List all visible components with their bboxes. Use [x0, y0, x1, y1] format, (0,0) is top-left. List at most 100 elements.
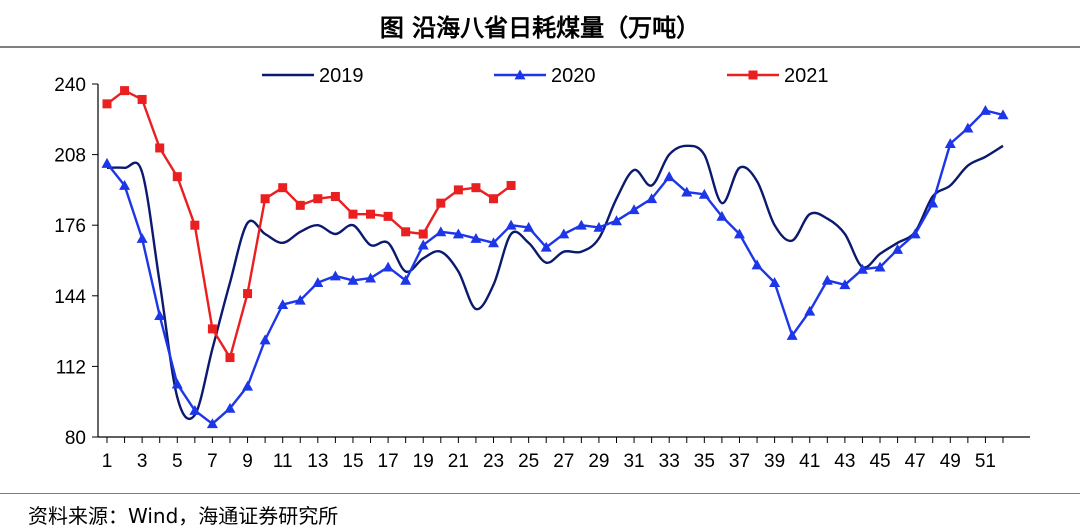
x-tick-label: 9	[242, 451, 253, 472]
data-point-2020	[892, 243, 904, 254]
data-point-2020	[329, 270, 341, 281]
data-point-2021	[348, 209, 358, 219]
x-tick-label: 49	[940, 451, 961, 472]
data-point-2021	[313, 194, 323, 204]
data-point-2020	[171, 378, 183, 389]
chart-title: 图 沿海八省日耗煤量（万吨）	[379, 14, 701, 42]
data-point-2020	[312, 277, 324, 287]
data-point-2021	[506, 180, 516, 190]
data-point-2020	[101, 157, 113, 168]
x-tick-label: 11	[273, 451, 293, 472]
x-tick-label: 23	[483, 451, 504, 472]
data-point-2020	[365, 272, 377, 283]
data-point-2020	[786, 330, 798, 340]
data-point-2020	[119, 179, 131, 190]
data-point-2020	[452, 228, 464, 239]
data-point-2020	[382, 261, 394, 272]
data-point-2020	[751, 259, 763, 270]
data-point-2021	[330, 192, 340, 202]
data-point-2020	[505, 219, 517, 230]
data-point-2020	[646, 193, 658, 204]
data-point-2021	[366, 209, 376, 219]
x-tick-label: 25	[518, 451, 539, 472]
source-bar: 资料来源：Wind，海通证券研究所	[0, 493, 1080, 531]
legend-label-2020: 2020	[551, 65, 596, 87]
x-tick-label: 15	[342, 451, 363, 472]
data-point-2020	[470, 232, 482, 243]
x-tick-label: 37	[729, 451, 750, 472]
data-point-2020	[856, 263, 868, 274]
data-point-2021	[190, 220, 200, 230]
data-point-2020	[136, 232, 148, 243]
data-point-2020	[610, 215, 622, 226]
data-point-2020	[804, 305, 816, 316]
data-point-2021	[278, 183, 288, 193]
y-tick-label: 208	[54, 146, 86, 167]
data-point-2020	[698, 188, 710, 199]
data-point-2020	[417, 239, 429, 250]
legend-label-2019: 2019	[319, 65, 364, 87]
x-tick-label: 19	[413, 451, 434, 472]
data-point-2021	[207, 324, 217, 334]
data-point-2021	[471, 183, 481, 193]
data-point-2021	[453, 185, 463, 195]
data-point-2020	[575, 219, 587, 230]
data-point-2020	[909, 228, 921, 239]
data-point-2020	[400, 274, 412, 285]
source-note: 资料来源：Wind，海通证券研究所	[28, 504, 339, 528]
x-tick-label: 43	[834, 451, 855, 472]
legend-marker-2021	[748, 70, 758, 80]
data-point-2020	[558, 228, 570, 239]
data-point-2020	[523, 221, 535, 232]
data-point-2020	[769, 277, 781, 287]
data-point-2021	[260, 194, 270, 204]
data-point-2020	[681, 186, 693, 197]
x-tick-label: 41	[799, 451, 820, 472]
y-tick-label: 112	[56, 357, 86, 378]
x-tick-label: 1	[102, 451, 113, 472]
x-tick-label: 51	[975, 451, 996, 472]
data-point-2020	[839, 279, 851, 290]
x-tick-label: 39	[764, 451, 785, 472]
x-tick-label: 7	[207, 451, 218, 472]
data-point-2020	[944, 138, 956, 148]
y-tick-label: 144	[54, 287, 86, 308]
data-point-2020	[154, 310, 166, 321]
data-point-2020	[821, 274, 833, 285]
y-tick-label: 80	[65, 428, 86, 449]
data-point-2020	[488, 237, 500, 248]
y-tick-label: 240	[54, 75, 86, 96]
x-tick-label: 13	[307, 451, 328, 472]
data-point-2020	[628, 204, 640, 215]
data-point-2021	[120, 86, 130, 96]
data-point-2021	[295, 200, 305, 210]
data-point-2020	[277, 299, 289, 310]
series-line-2021	[106, 89, 512, 359]
data-point-2020	[224, 402, 236, 413]
x-tick-label: 27	[553, 451, 574, 472]
x-tick-label: 17	[378, 451, 399, 472]
data-point-2020	[979, 104, 991, 115]
y-tick-label: 176	[54, 216, 86, 237]
data-point-2021	[489, 194, 499, 204]
data-point-2021	[436, 198, 446, 208]
data-point-2021	[243, 289, 253, 299]
data-point-2020	[259, 334, 271, 345]
data-point-2021	[383, 211, 393, 221]
x-tick-label: 3	[137, 451, 148, 472]
data-point-2021	[225, 353, 235, 363]
data-point-2021	[172, 172, 182, 182]
data-point-2020	[874, 261, 886, 272]
data-point-2020	[189, 405, 201, 415]
x-tick-label: 35	[694, 451, 715, 472]
data-point-2020	[716, 210, 728, 221]
series-line-2020	[106, 109, 1004, 425]
x-tick-label: 33	[659, 451, 680, 472]
data-point-2020	[206, 418, 218, 429]
data-point-2020	[540, 241, 552, 252]
data-point-2020	[733, 228, 745, 239]
data-point-2020	[347, 274, 359, 285]
x-tick-label: 31	[623, 451, 644, 472]
data-point-2021	[401, 227, 411, 237]
